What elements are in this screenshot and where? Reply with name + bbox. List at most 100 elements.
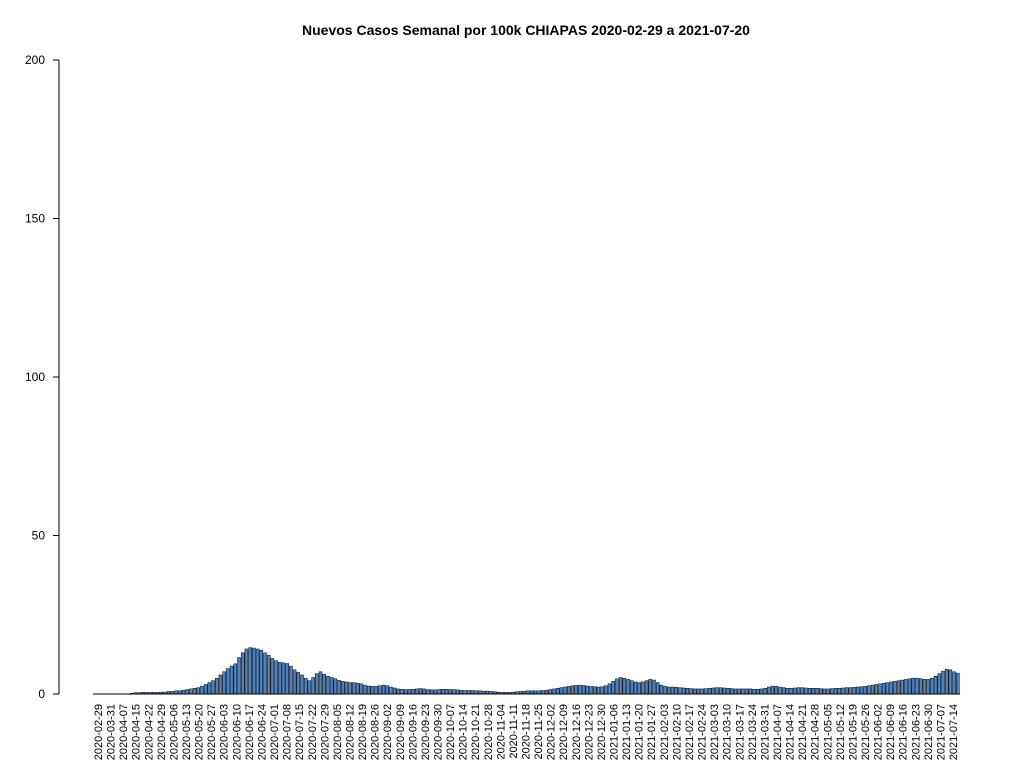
bar — [337, 680, 341, 695]
x-tick-label: 2020-05-13 — [181, 704, 193, 760]
y-tick-label: 200 — [25, 53, 45, 67]
bar — [470, 690, 475, 695]
bar — [203, 684, 208, 695]
bar — [704, 688, 708, 695]
bar — [300, 674, 304, 695]
bar — [874, 684, 879, 695]
bar — [281, 662, 286, 695]
bar — [948, 669, 953, 695]
bar — [689, 688, 693, 695]
bar — [885, 682, 890, 695]
bar — [918, 678, 923, 695]
bar — [711, 687, 716, 695]
bar — [355, 682, 360, 695]
y-tick-label: 100 — [25, 370, 45, 384]
bar — [896, 680, 901, 695]
bar — [889, 681, 893, 695]
bar — [329, 677, 334, 695]
bar — [307, 680, 312, 695]
bar — [633, 681, 638, 695]
bar — [737, 688, 741, 695]
x-tick-label: 2020-11-11 — [508, 704, 520, 759]
x-tick-label: 2020-04-29 — [156, 704, 168, 760]
bar — [378, 685, 382, 695]
x-tick-label: 2020-04-15 — [131, 704, 143, 760]
bar — [844, 687, 849, 695]
bar — [804, 687, 808, 695]
bar — [922, 679, 927, 695]
bar — [785, 688, 790, 695]
x-tick-label: 2021-07-14 — [948, 704, 960, 760]
x-tick-label: 2021-04-21 — [797, 704, 809, 760]
bar — [233, 663, 238, 695]
bar — [900, 679, 905, 695]
x-tick-label: 2021-05-12 — [835, 704, 847, 760]
x-tick-label: 2020-12-30 — [596, 704, 608, 760]
bar — [800, 687, 804, 695]
bar — [318, 671, 323, 695]
bar — [452, 689, 456, 695]
bar — [292, 669, 297, 695]
bar — [622, 677, 627, 695]
bar — [726, 688, 730, 695]
bar — [826, 688, 830, 695]
x-tick-label: 2021-06-23 — [910, 704, 922, 760]
bar — [359, 683, 364, 695]
bar — [663, 686, 667, 695]
bar — [778, 686, 782, 695]
bar — [667, 686, 671, 695]
y-axis: 0 50 100 150 200 — [25, 53, 60, 701]
bar — [848, 687, 853, 695]
bar — [596, 686, 601, 695]
x-tick-label: 2021-05-19 — [847, 704, 859, 760]
x-tick-label: 2020-10-28 — [483, 704, 495, 760]
x-tick-label: 2020-12-09 — [558, 704, 570, 760]
bar — [570, 685, 575, 695]
bar — [841, 687, 845, 695]
bar — [744, 688, 749, 695]
bar — [611, 681, 616, 695]
bar — [685, 688, 690, 695]
bar — [637, 682, 641, 695]
x-tick-label: 2021-01-13 — [621, 704, 633, 760]
y-tick-label: 50 — [32, 529, 46, 543]
bar — [429, 689, 434, 695]
bar — [856, 686, 860, 695]
bar — [418, 688, 423, 695]
chart-title: Nuevos Casos Semanal por 100k CHIAPAS 20… — [302, 22, 750, 38]
bar — [229, 665, 234, 695]
bar — [466, 690, 471, 695]
bar — [278, 662, 282, 695]
bar — [311, 677, 315, 695]
x-tick-label: 2021-06-30 — [923, 704, 935, 760]
bar — [681, 687, 686, 695]
y-tick-label: 150 — [25, 212, 45, 226]
bar — [789, 688, 793, 695]
x-tick-label: 2021-01-27 — [646, 704, 658, 760]
bar — [422, 688, 427, 695]
bar — [455, 689, 460, 695]
bar — [770, 685, 775, 695]
bar — [678, 687, 682, 695]
bar — [926, 679, 930, 695]
bar — [567, 686, 571, 695]
x-tick-label: 2020-08-26 — [370, 704, 382, 760]
bar — [252, 647, 256, 695]
bar — [437, 689, 441, 695]
bar — [181, 689, 186, 695]
bar — [730, 688, 734, 695]
bar — [441, 689, 445, 695]
x-tick-label: 2020-02-29 — [93, 704, 105, 760]
bar — [641, 681, 645, 695]
bar — [244, 648, 249, 695]
bar — [956, 672, 960, 695]
bar — [237, 657, 241, 695]
bar — [374, 686, 378, 695]
x-tick-label: 2021-03-17 — [734, 704, 746, 760]
x-tick-label: 2021-06-09 — [885, 704, 897, 760]
x-tick-label: 2021-01-06 — [609, 704, 621, 760]
bar — [815, 688, 819, 695]
x-tick-label: 2021-02-10 — [671, 704, 683, 760]
x-tick-label: 2020-12-23 — [583, 704, 595, 760]
